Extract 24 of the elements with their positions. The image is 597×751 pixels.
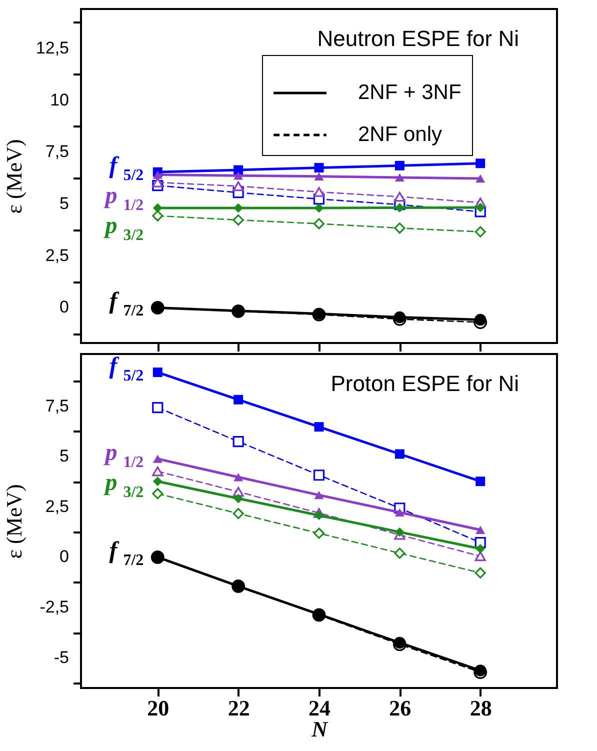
y-tick-label: 7,5 [45, 142, 69, 162]
y-tick-label: 5 [60, 446, 69, 466]
text: Proton ESPE for Ni [330, 371, 519, 396]
y-tick-label: 2,5 [45, 496, 69, 516]
x-tick-label: 28 [470, 696, 492, 720]
x-tick-label: 20 [147, 696, 170, 720]
y-tick-label: 2,5 [45, 246, 69, 265]
legend-label: 2NF only [358, 123, 443, 146]
y-axis-title: ε (MeV) [2, 484, 26, 559]
annotation: f5/2 [109, 353, 144, 384]
x-tick-label: 26 [389, 696, 412, 720]
legend-label: 2NF + 3NF [358, 81, 462, 104]
y-tick-label: 7,5 [45, 396, 69, 416]
y-tick-label: 5 [60, 194, 69, 214]
y-tick-label: 10 [50, 90, 69, 110]
y-axis-title: ε (MeV) [2, 139, 26, 214]
y-tick-label: 12,5 [36, 38, 69, 58]
annotation: f5/2 [109, 153, 144, 184]
y-tick-label: -5 [54, 648, 69, 667]
x-tick-label: 22 [228, 696, 250, 720]
y-tick-label: -2,5 [40, 598, 69, 617]
text: Neutron ESPE for Ni [317, 26, 519, 51]
y-tick-label: 0 [60, 298, 69, 317]
y-tick-label: 0 [60, 547, 69, 566]
